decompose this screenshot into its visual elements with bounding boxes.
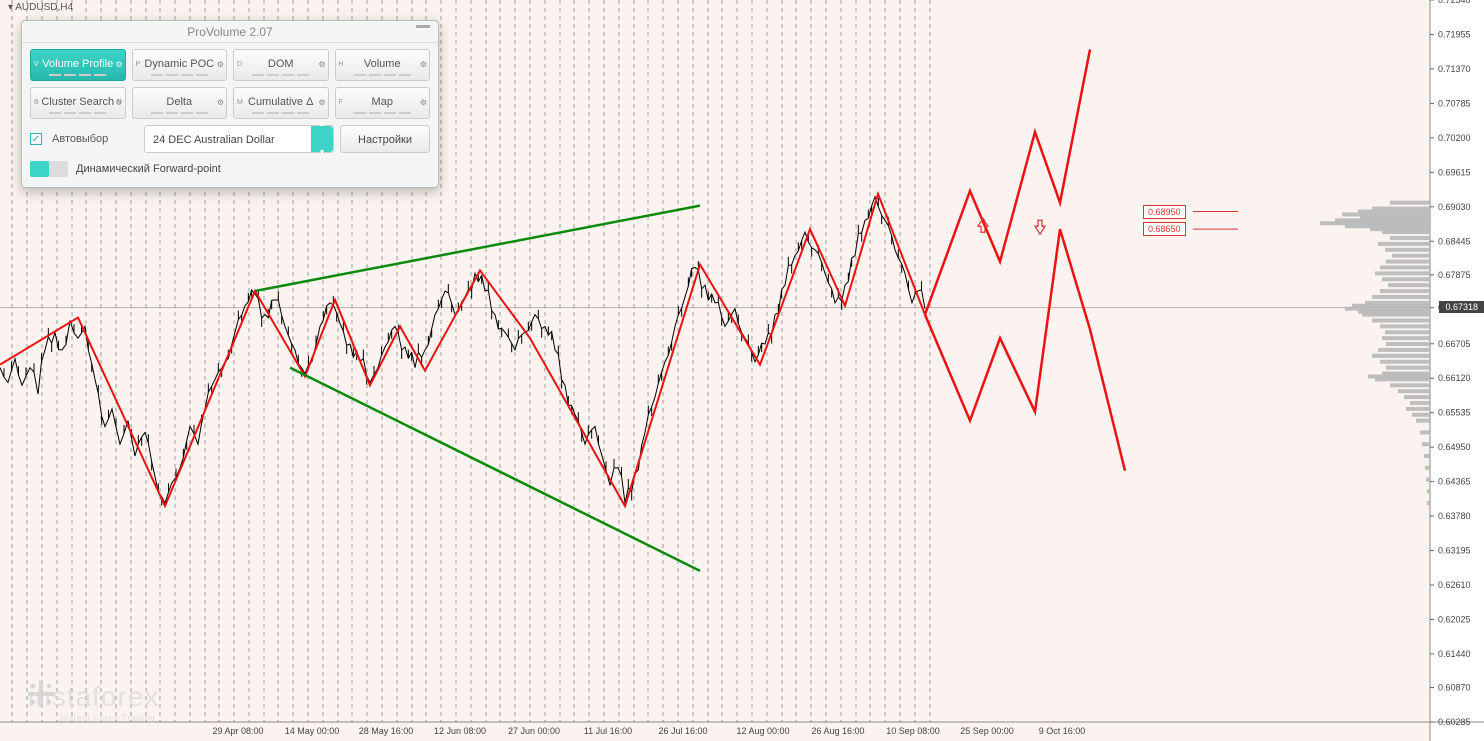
minimize-icon[interactable]: [416, 25, 430, 28]
btn-label: Cluster Search: [41, 96, 114, 108]
svg-text:0.70785: 0.70785: [1438, 98, 1471, 108]
dropdown-spinner-icon[interactable]: ▲▼: [311, 126, 333, 152]
svg-text:0.65535: 0.65535: [1438, 408, 1471, 418]
forward-point-label: Динамический Forward-point: [76, 163, 221, 175]
svg-text:0.62610: 0.62610: [1438, 580, 1471, 590]
panel-btn-cluster-search[interactable]: BN⚙Cluster Search: [30, 87, 126, 119]
price-level-label: 0.68950: [1143, 205, 1186, 219]
svg-text:0.61440: 0.61440: [1438, 649, 1471, 659]
svg-text:0.68445: 0.68445: [1438, 236, 1471, 246]
svg-text:0.71370: 0.71370: [1438, 64, 1471, 74]
contract-dropdown[interactable]: 24 DEC Australian Dollar ▲▼: [144, 125, 334, 153]
svg-text:25 Sep 00:00: 25 Sep 00:00: [960, 726, 1014, 736]
svg-text:0.60870: 0.60870: [1438, 683, 1471, 693]
btn-label: DOM: [268, 58, 294, 70]
btn-label: Volume Profile: [42, 58, 113, 70]
provolume-panel: ProVolume 2.07 V⚙Volume ProfileP⚙Dynamic…: [21, 20, 439, 188]
panel-btn-map[interactable]: F⚙Map: [335, 87, 431, 119]
btn-label: Cumulative Δ: [248, 96, 313, 108]
price-level-label: 0.68650: [1143, 222, 1186, 236]
logo-subtitle: Instant Forex Trading: [60, 713, 159, 723]
svg-text:27 Jun 00:00: 27 Jun 00:00: [508, 726, 560, 736]
svg-text:29 Apr 08:00: 29 Apr 08:00: [212, 726, 263, 736]
svg-text:0.71955: 0.71955: [1438, 29, 1471, 39]
svg-text:9 Oct 16:00: 9 Oct 16:00: [1039, 726, 1086, 736]
dropdown-value: 24 DEC Australian Dollar: [153, 134, 275, 146]
svg-text:10 Sep 08:00: 10 Sep 08:00: [886, 726, 940, 736]
svg-text:0.66705: 0.66705: [1438, 339, 1471, 349]
svg-text:0.72540: 0.72540: [1438, 0, 1471, 5]
auto-checkbox[interactable]: ✓: [30, 133, 42, 145]
btn-label: Map: [372, 96, 393, 108]
auto-checkbox-label: Автовыбор: [52, 133, 138, 145]
panel-btn-cumulative-[interactable]: M⚙Cumulative Δ: [233, 87, 329, 119]
svg-text:0.63195: 0.63195: [1438, 546, 1471, 556]
svg-text:0.63780: 0.63780: [1438, 511, 1471, 521]
svg-text:11 Jul 16:00: 11 Jul 16:00: [584, 726, 632, 736]
symbol-label: ▾ AUDUSD,H4: [8, 2, 73, 13]
svg-text:14 May 00:00: 14 May 00:00: [285, 726, 340, 736]
panel-title-text: ProVolume 2.07: [187, 25, 272, 39]
svg-text:0.69615: 0.69615: [1438, 167, 1471, 177]
svg-text:0.67875: 0.67875: [1438, 270, 1471, 280]
svg-text:0.64950: 0.64950: [1438, 442, 1471, 452]
svg-text:26 Aug 16:00: 26 Aug 16:00: [811, 726, 864, 736]
settings-button[interactable]: Настройки: [340, 125, 430, 153]
btn-label: Dynamic POC: [144, 58, 214, 70]
svg-text:0.66120: 0.66120: [1438, 373, 1471, 383]
svg-text:26 Jul 16:00: 26 Jul 16:00: [658, 726, 707, 736]
panel-btn-dom[interactable]: D⚙DOM: [233, 49, 329, 81]
btn-label: Volume: [364, 58, 401, 70]
svg-text:0.60285: 0.60285: [1438, 717, 1471, 727]
svg-text:12 Jun 08:00: 12 Jun 08:00: [434, 726, 486, 736]
panel-btn-volume-profile[interactable]: V⚙Volume Profile: [30, 49, 126, 81]
svg-text:28 May 16:00: 28 May 16:00: [359, 726, 414, 736]
panel-btn-delta[interactable]: ⚙Delta: [132, 87, 228, 119]
btn-label: Delta: [166, 96, 192, 108]
svg-text:0.62025: 0.62025: [1438, 614, 1471, 624]
svg-text:0.69030: 0.69030: [1438, 202, 1471, 212]
instaforex-logo: instaforex Instant Forex Trading: [28, 681, 159, 723]
svg-text:0.70200: 0.70200: [1438, 133, 1471, 143]
panel-title-bar[interactable]: ProVolume 2.07: [22, 21, 438, 43]
svg-text:0.64365: 0.64365: [1438, 477, 1471, 487]
panel-btn-volume[interactable]: H⚙Volume: [335, 49, 431, 81]
svg-text:12 Aug 00:00: 12 Aug 00:00: [736, 726, 789, 736]
panel-btn-dynamic-poc[interactable]: P⚙Dynamic POC: [132, 49, 228, 81]
forward-point-toggle[interactable]: [30, 161, 68, 177]
current-price-badge: 0.67318: [1439, 301, 1484, 313]
